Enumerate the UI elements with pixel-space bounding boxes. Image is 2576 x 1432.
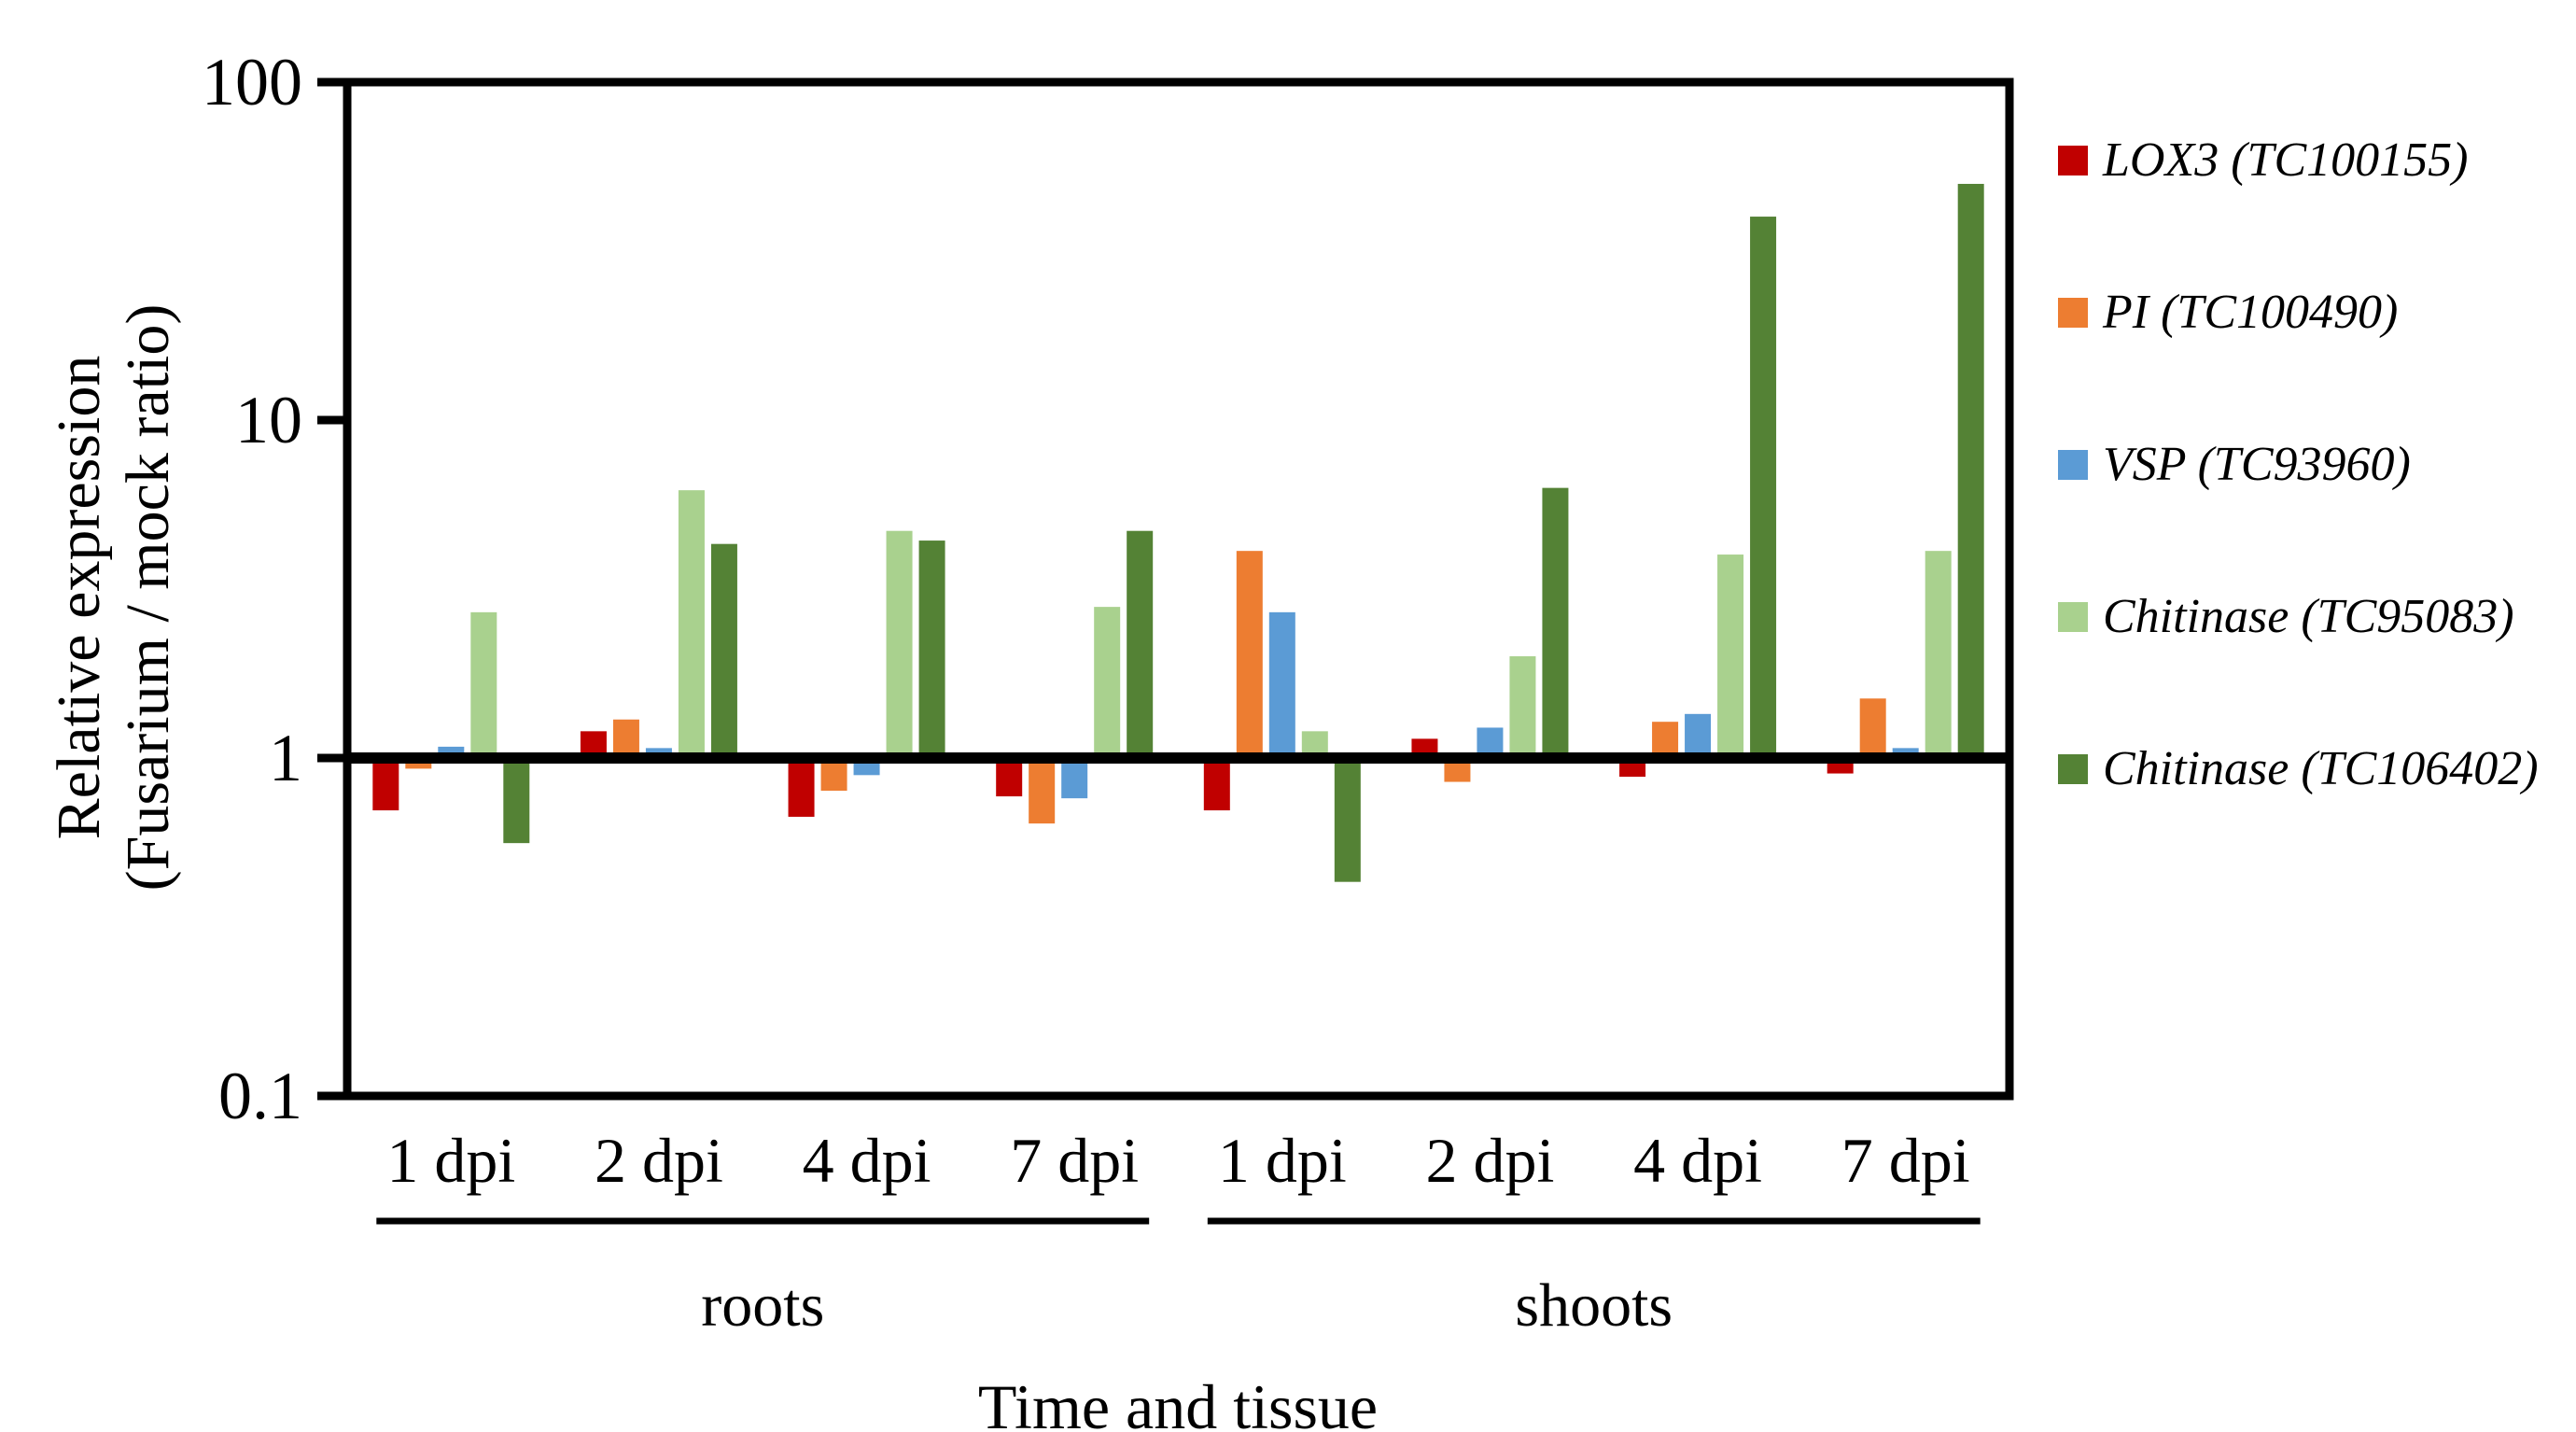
legend-swatch-icon	[2058, 145, 2088, 175]
x-label-1dpi-shoots: 1 dpi	[1218, 1125, 1347, 1196]
y-tick-label-1: 1	[269, 721, 302, 795]
x-axis-title: Time and tissue	[977, 1371, 1379, 1432]
y-tick-label-100: 100	[202, 45, 302, 119]
legend-item-chitinase-4: Chitinase (TC106402)	[2058, 741, 2539, 796]
y-axis-title-line1: Relative expression	[45, 355, 113, 840]
plot-frame	[343, 77, 2014, 1101]
bar-lox3-group3	[788, 758, 815, 817]
y-tick-label-10: 10	[235, 383, 302, 457]
x-label-7dpi-shoots: 7 dpi	[1841, 1125, 1970, 1196]
x-label-7dpi-roots: 7 dpi	[1010, 1125, 1139, 1196]
x-label-4dpi-roots: 4 dpi	[803, 1125, 931, 1196]
bar-chitinase-group8	[1925, 551, 1952, 758]
bar-chitinase-group6	[1509, 656, 1536, 758]
legend-label: Chitinase (TC95083)	[2103, 590, 2514, 643]
x-label-2dpi-shoots: 2 dpi	[1425, 1125, 1554, 1196]
legend-item-pi: PI (TC100490)	[2058, 285, 2398, 340]
legend-label: VSP (TC93960)	[2103, 438, 2411, 491]
section-label-shoots: shoots	[1515, 1271, 1673, 1340]
legend-swatch-icon	[2058, 601, 2088, 632]
bar-pi-group4	[1029, 758, 1056, 824]
bar-chitinase-group1	[470, 611, 497, 758]
bar-lox3-group1	[372, 758, 399, 811]
bar-pi-group5	[1236, 551, 1263, 758]
bar-pi-group7	[1652, 722, 1679, 758]
bar-chitinase-group2	[710, 543, 737, 758]
bar-lox3-group4	[996, 758, 1023, 797]
bar-pi-group2	[612, 719, 639, 758]
legend-swatch-icon	[2058, 449, 2088, 480]
bar-lox3-group5	[1203, 758, 1230, 811]
bar-chitinase-group6	[1542, 487, 1569, 758]
y-axis-title-line2: (Fusarium / mock ratio)	[114, 303, 182, 891]
legend-item-lox3: LOX3 (TC100155)	[2058, 133, 2468, 188]
legend-label: PI (TC100490)	[2103, 286, 2399, 339]
x-label-1dpi-roots: 1 dpi	[386, 1125, 515, 1196]
bar-vsp-group7	[1685, 713, 1712, 758]
bar-chitinase-group3	[886, 530, 913, 758]
legend-item-vsp: VSP (TC93960)	[2058, 437, 2411, 492]
bar-chitinase-group8	[1957, 183, 1984, 759]
bar-chitinase-group2	[678, 490, 705, 758]
x-label-2dpi-roots: 2 dpi	[595, 1125, 723, 1196]
bar-vsp-group5	[1268, 611, 1295, 758]
bar-chitinase-group1	[503, 758, 530, 844]
bar-chitinase-group7	[1750, 217, 1777, 759]
legend-label: Chitinase (TC106402)	[2103, 742, 2539, 795]
legend-item-chitinase-3: Chitinase (TC95083)	[2058, 589, 2514, 644]
legend-label: LOX3 (TC100155)	[2103, 133, 2469, 187]
bar-chitinase-group5	[1334, 758, 1361, 882]
bar-chitinase-group4	[1094, 607, 1121, 758]
bar-pi-group8	[1859, 698, 1886, 758]
legend-swatch-icon	[2058, 753, 2088, 784]
section-label-roots: roots	[701, 1271, 824, 1340]
x-label-4dpi-shoots: 4 dpi	[1633, 1125, 1762, 1196]
bar-chitinase-group4	[1127, 530, 1154, 758]
y-tick-label-0.1: 0.1	[218, 1059, 302, 1133]
bar-chitinase-group7	[1717, 555, 1744, 758]
y-axis-title: Relative expression (Fusarium / mock rat…	[45, 304, 183, 891]
legend-swatch-icon	[2058, 297, 2088, 328]
bar-vsp-group4	[1061, 758, 1088, 799]
bar-chitinase-group3	[918, 541, 945, 758]
